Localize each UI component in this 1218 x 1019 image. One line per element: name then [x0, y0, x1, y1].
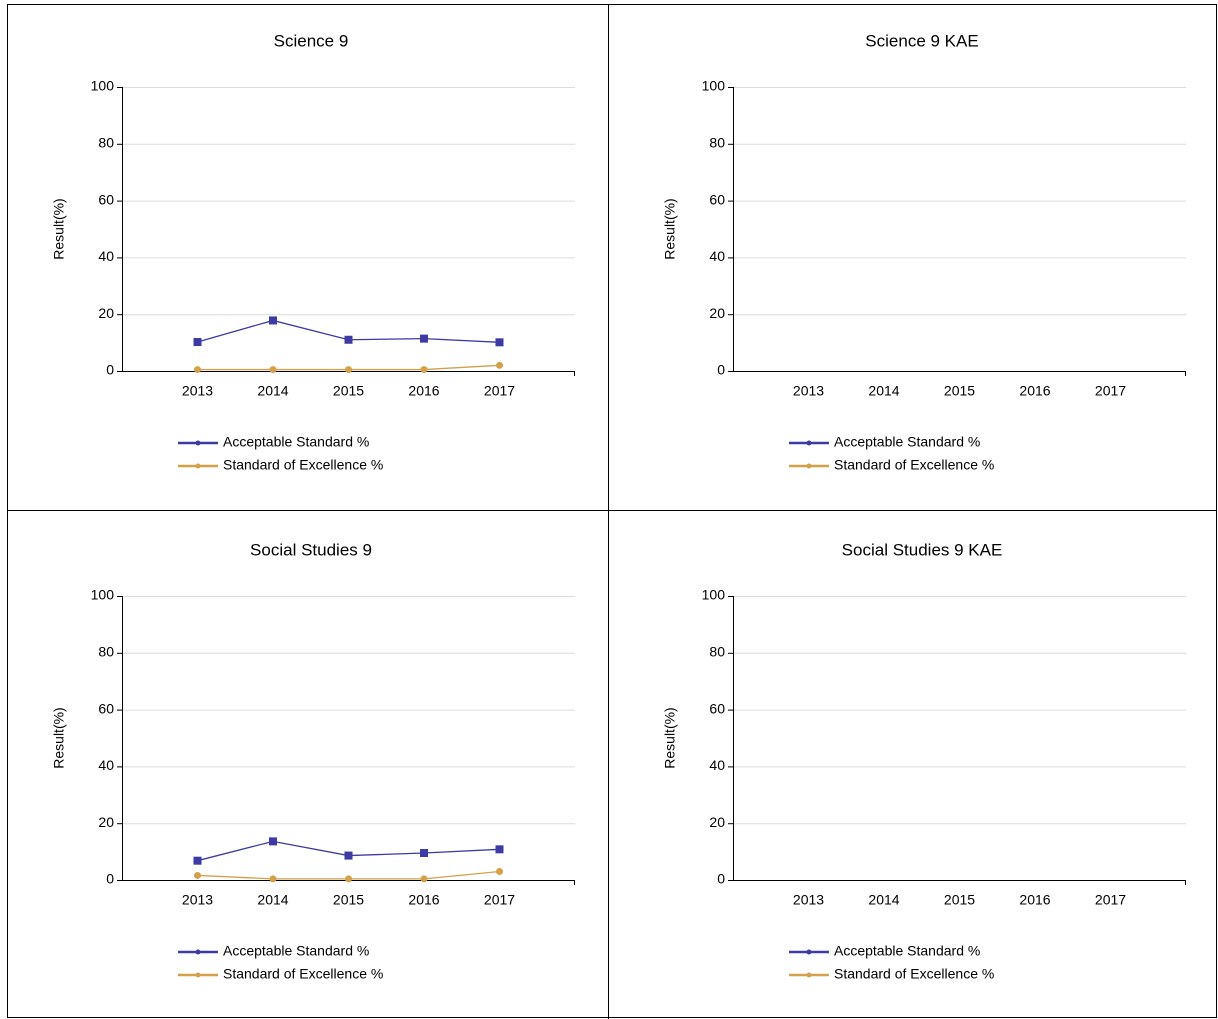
y-tick-label: 60 — [709, 700, 725, 716]
y-tick-label: 0 — [106, 362, 114, 378]
legend-marker — [195, 463, 201, 469]
y-tick-label: 100 — [702, 78, 726, 94]
x-tick-label: 2013 — [182, 383, 213, 399]
x-tick-label: 2015 — [944, 892, 975, 908]
x-tick-label: 2013 — [793, 383, 824, 399]
chart-title: Science 9 KAE — [865, 31, 978, 50]
data-point — [344, 851, 353, 860]
data-point — [193, 338, 202, 347]
y-axis-title: Result(%) — [51, 198, 67, 259]
chart-title: Social Studies 9 KAE — [842, 540, 1003, 559]
legend-marker — [806, 440, 812, 446]
legend-label: Acceptable Standard % — [834, 434, 980, 450]
y-tick-label: 80 — [709, 644, 725, 660]
x-tick-label: 2015 — [944, 383, 975, 399]
x-tick-label: 2013 — [182, 892, 213, 908]
data-point — [420, 849, 428, 858]
y-tick-label: 40 — [98, 757, 114, 773]
x-tick-label: 2015 — [333, 383, 364, 399]
x-tick-label: 2017 — [1095, 383, 1126, 399]
chart-title: Science 9 — [274, 31, 349, 50]
x-tick-label: 2016 — [1019, 383, 1050, 399]
data-point — [495, 845, 504, 854]
legend-marker — [806, 463, 812, 469]
legend-marker — [195, 440, 201, 446]
y-tick-label: 20 — [709, 305, 725, 321]
y-axis-title: Result(%) — [662, 707, 678, 768]
legend-label: Standard of Excellence % — [223, 966, 383, 982]
y-tick-label: 100 — [702, 587, 726, 603]
data-point — [269, 837, 277, 846]
x-tick-label: 2016 — [408, 383, 439, 399]
x-tick-label: 2017 — [484, 383, 515, 399]
y-tick-label: 0 — [106, 871, 114, 887]
legend-label: Standard of Excellence % — [834, 966, 994, 982]
data-point — [420, 366, 428, 374]
data-point — [345, 366, 352, 374]
y-tick-label: 20 — [709, 814, 725, 830]
x-tick-label: 2014 — [868, 383, 899, 399]
data-point — [420, 334, 428, 343]
legend-label: Acceptable Standard % — [834, 943, 980, 959]
data-point — [269, 875, 277, 883]
y-axis-title: Result(%) — [51, 707, 67, 768]
x-tick-label: 2014 — [257, 383, 288, 399]
y-tick-label: 100 — [91, 78, 115, 94]
data-point — [194, 366, 201, 374]
y-tick-label: 80 — [98, 644, 114, 660]
legend-label: Standard of Excellence % — [834, 457, 994, 473]
x-tick-label: 2017 — [1095, 892, 1126, 908]
y-tick-label: 60 — [98, 191, 114, 207]
y-tick-label: 20 — [98, 305, 114, 321]
y-tick-label: 40 — [709, 757, 725, 773]
data-point — [495, 338, 504, 347]
y-tick-label: 60 — [98, 700, 114, 716]
data-point — [344, 335, 353, 344]
legend-marker — [806, 972, 812, 978]
legend-label: Standard of Excellence % — [223, 457, 383, 473]
data-point — [345, 875, 352, 883]
y-axis-title: Result(%) — [662, 198, 678, 259]
legend-label: Acceptable Standard % — [223, 943, 369, 959]
data-point — [269, 316, 277, 325]
x-tick-label: 2013 — [793, 892, 824, 908]
chart-title: Social Studies 9 — [250, 540, 372, 559]
y-tick-label: 80 — [98, 135, 114, 151]
data-point — [496, 361, 503, 369]
y-tick-label: 20 — [98, 814, 114, 830]
y-tick-label: 60 — [709, 191, 725, 207]
y-tick-label: 0 — [717, 362, 725, 378]
legend-marker — [195, 972, 201, 978]
x-tick-label: 2016 — [1019, 892, 1050, 908]
y-tick-label: 40 — [709, 248, 725, 264]
data-point — [496, 867, 503, 875]
data-point — [269, 366, 277, 374]
legend-marker — [806, 949, 812, 955]
data-point — [420, 875, 428, 883]
x-tick-label: 2016 — [408, 892, 439, 908]
x-tick-label: 2015 — [333, 892, 364, 908]
legend-marker — [195, 949, 201, 955]
x-tick-label: 2017 — [484, 892, 515, 908]
y-tick-label: 100 — [91, 587, 115, 603]
x-tick-label: 2014 — [257, 892, 288, 908]
y-tick-label: 80 — [709, 135, 725, 151]
y-tick-label: 0 — [717, 871, 725, 887]
legend-label: Acceptable Standard % — [223, 434, 369, 450]
data-point — [193, 856, 202, 865]
data-point — [194, 871, 201, 879]
x-tick-label: 2014 — [868, 892, 899, 908]
y-tick-label: 40 — [98, 248, 114, 264]
